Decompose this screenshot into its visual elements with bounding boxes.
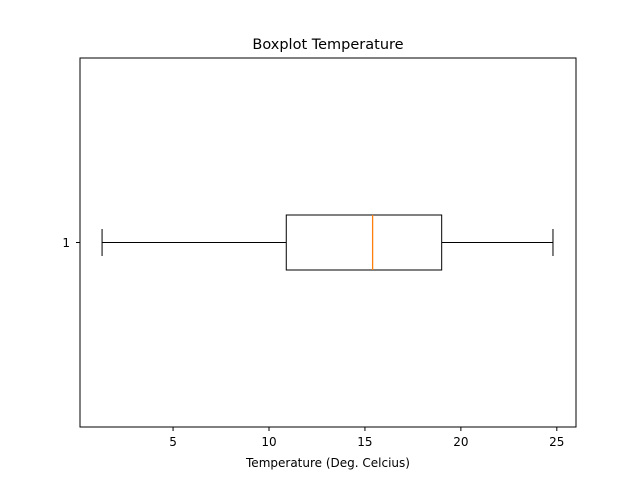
x-tick-label: 5 (169, 435, 177, 449)
x-axis: 5 10 15 20 25 (169, 427, 564, 449)
box-iqr (285, 214, 443, 271)
y-tick-label: 1 (62, 236, 70, 250)
boxes-group (101, 214, 554, 271)
x-axis-label: Temperature (Deg. Celcius) (245, 456, 410, 470)
x-tick-label: 15 (357, 435, 372, 449)
x-tick-label: 10 (261, 435, 276, 449)
chart-title: Boxplot Temperature (252, 37, 403, 53)
y-axis: 1 (62, 236, 80, 250)
x-tick-label: 20 (453, 435, 468, 449)
x-tick-label: 25 (549, 435, 564, 449)
